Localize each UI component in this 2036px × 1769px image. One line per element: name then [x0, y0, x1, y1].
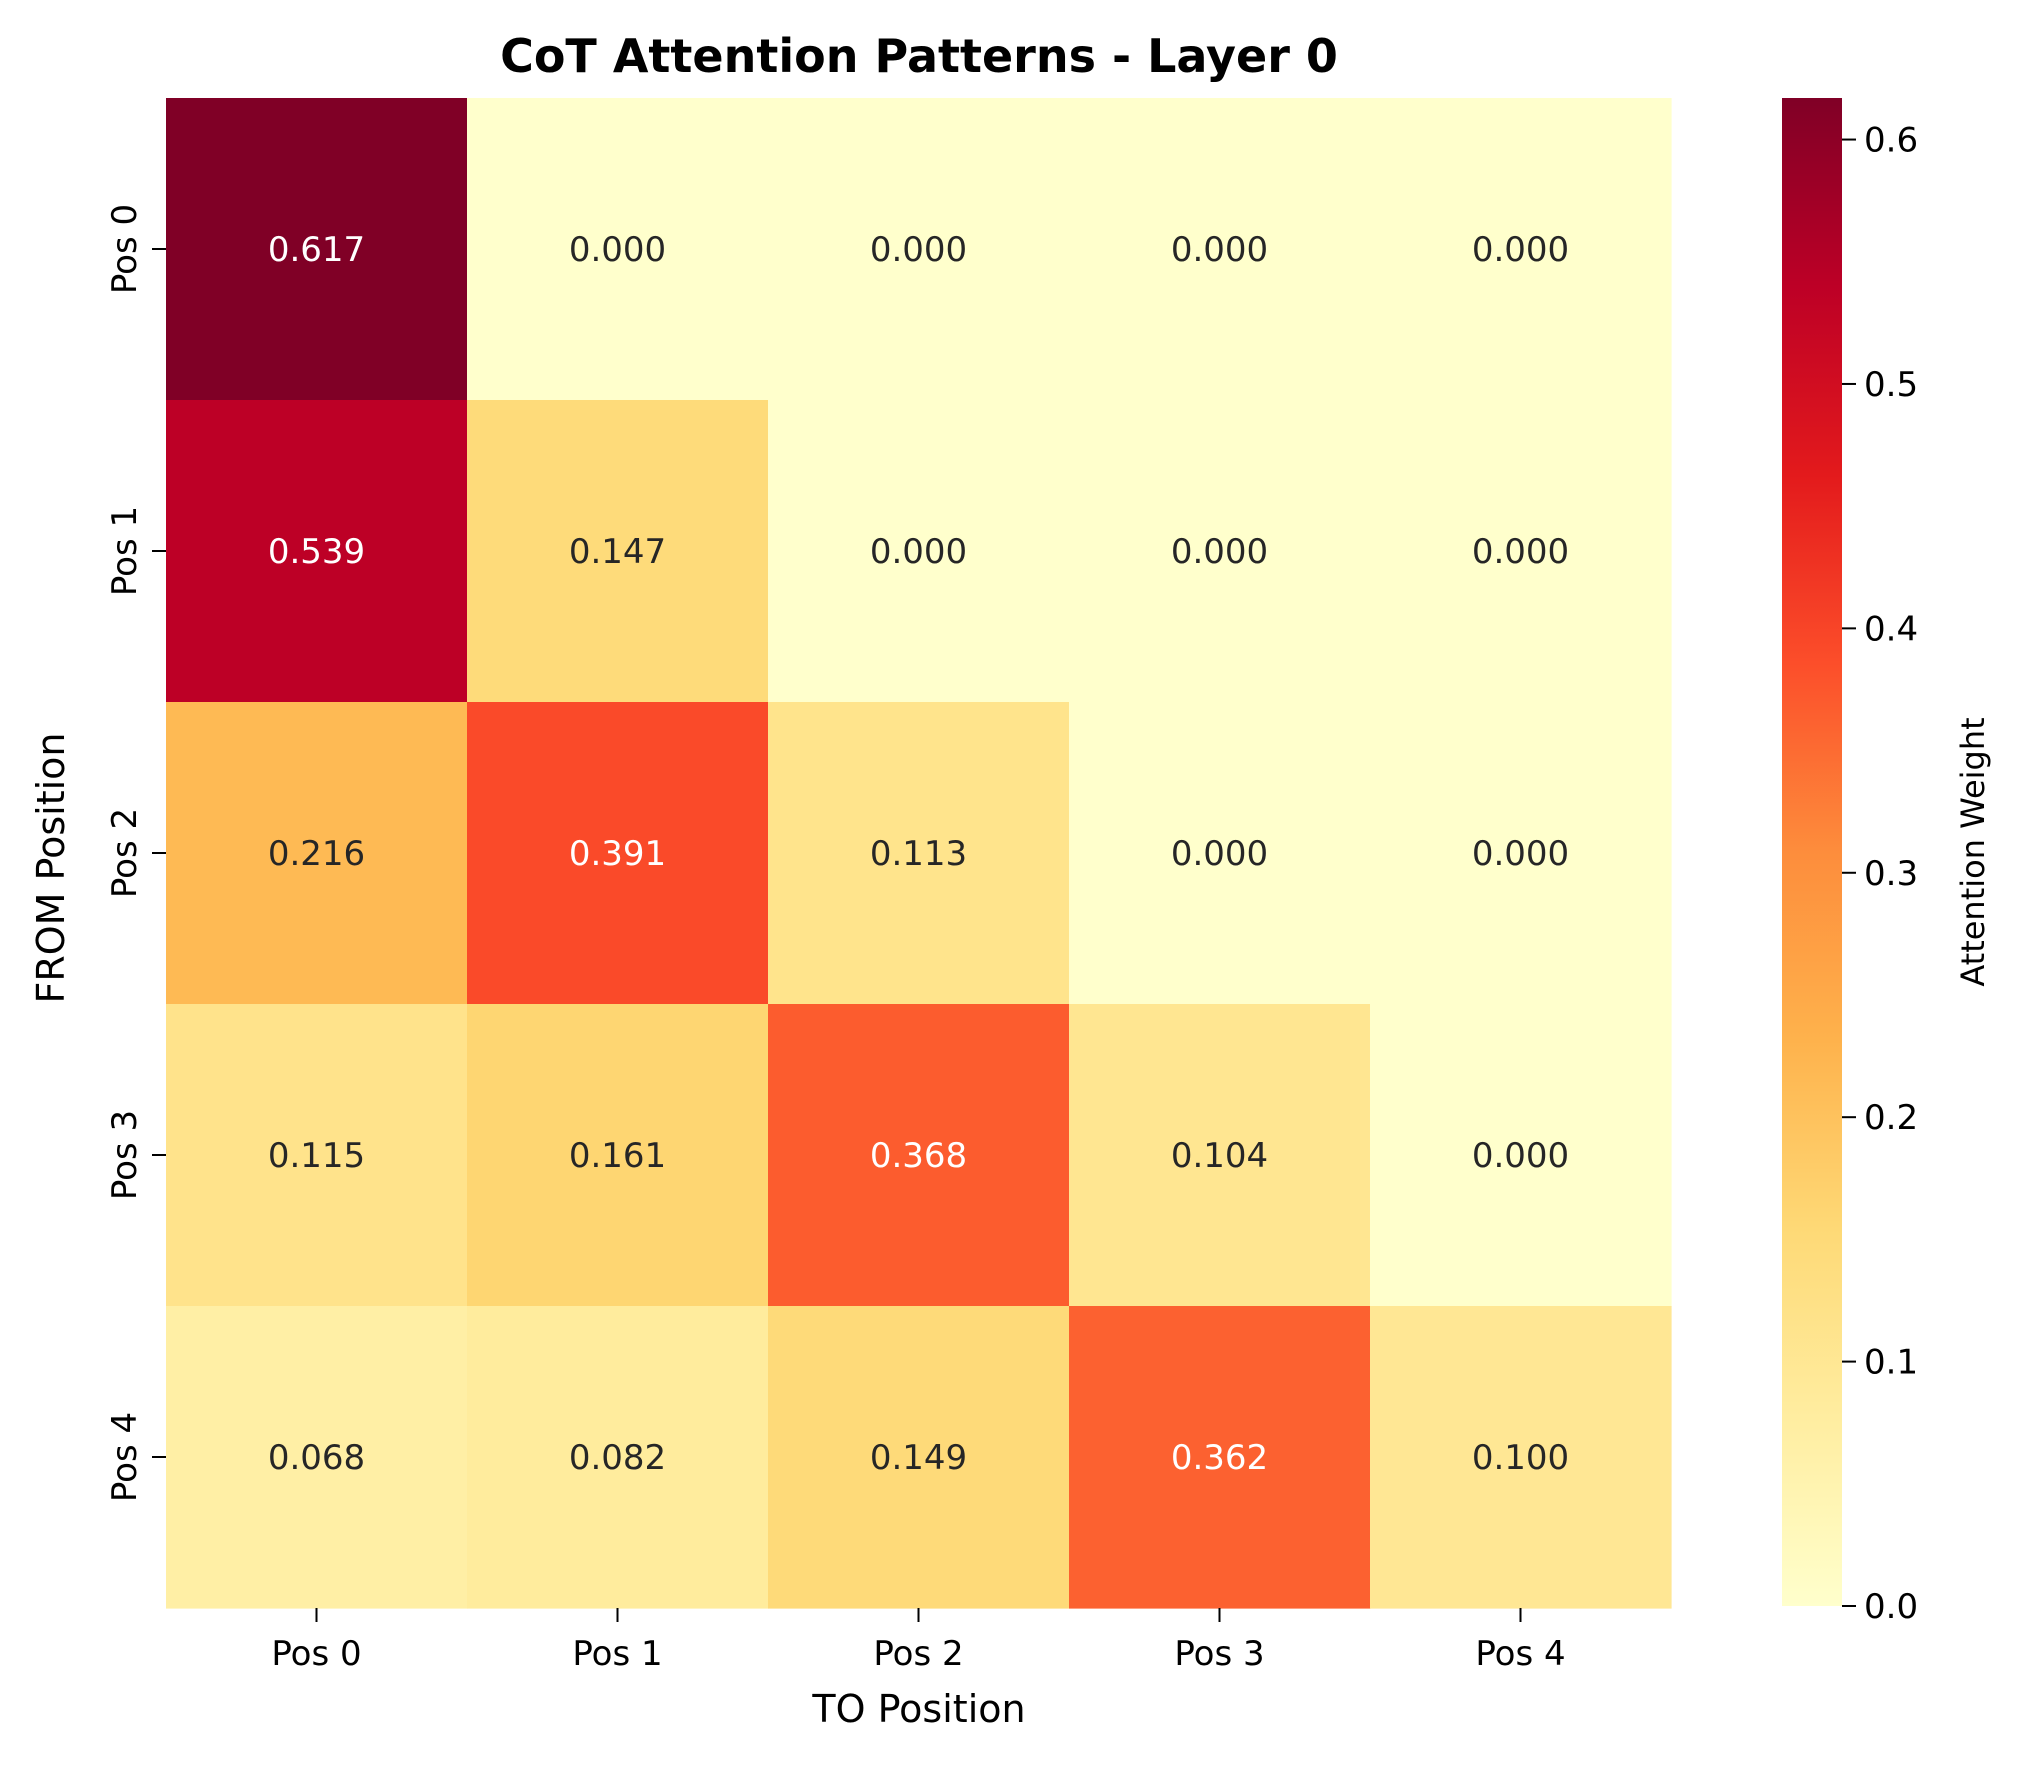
heatmap-cell	[1069, 1004, 1371, 1307]
heatmap-cell	[768, 702, 1070, 1005]
colorbar-tick-label: 0.5	[1864, 365, 1918, 405]
heatmap-cell	[1069, 400, 1371, 703]
heatmap-cell	[1370, 702, 1672, 1005]
colorbar-tick-label: 0.2	[1864, 1098, 1918, 1138]
cell-value-label: 0.149	[870, 1438, 967, 1478]
heatmap-cell	[1370, 400, 1672, 703]
heatmap-cell	[166, 400, 468, 703]
colorbar-tick-label: 0.1	[1864, 1343, 1918, 1383]
cell-value-label: 0.000	[1472, 834, 1569, 874]
colorbar-tick-label: 0.0	[1864, 1587, 1918, 1627]
heatmap-cell	[1370, 1004, 1672, 1307]
cell-value-label: 0.100	[1472, 1438, 1569, 1478]
chart-title: CoT Attention Patterns - Layer 0	[500, 29, 1338, 83]
heatmap-cell	[1069, 702, 1371, 1005]
cell-value-label: 0.000	[569, 230, 666, 270]
heatmap-cell	[467, 400, 769, 703]
cell-value-label: 0.115	[268, 1136, 365, 1176]
cell-value-label: 0.000	[1171, 230, 1268, 270]
heatmap-cell	[1370, 98, 1672, 401]
heatmap-cell	[1069, 98, 1371, 401]
heatmap-cell	[768, 400, 1070, 703]
x-tick-label: Pos 2	[873, 1634, 963, 1674]
cell-value-label: 0.368	[870, 1136, 967, 1176]
heatmap-cell	[467, 98, 769, 401]
cell-value-label: 0.000	[1171, 532, 1268, 572]
heatmap-cell	[467, 1306, 769, 1609]
y-tick-label: Pos 4	[105, 1412, 145, 1502]
cell-value-label: 0.000	[870, 532, 967, 572]
y-tick-label: Pos 0	[105, 204, 145, 294]
cell-value-label: 0.000	[1472, 532, 1569, 572]
heatmap-cells: 0.617 0.000 0.000 0.000 0.000 0.539 0.147 0.000…	[166, 98, 1672, 1609]
heatmap-cell	[467, 1004, 769, 1307]
colorbar-gradient	[1782, 98, 1842, 1606]
x-axis: Pos 0 Pos 1 Pos 2 Pos 3 Pos 4	[271, 1608, 1566, 1674]
heatmap-cell	[166, 1004, 468, 1307]
cell-value-label: 0.362	[1171, 1438, 1268, 1478]
y-tick-label: Pos 1	[105, 506, 145, 596]
x-tick-label: Pos 1	[572, 1634, 662, 1674]
heatmap-cell	[768, 1306, 1070, 1609]
cell-value-label: 0.000	[1472, 1136, 1569, 1176]
cell-value-label: 0.147	[569, 532, 666, 572]
y-axis: Pos 0 Pos 1 Pos 2 Pos 3 Pos 4	[105, 204, 166, 1502]
cell-value-label: 0.068	[268, 1438, 365, 1478]
x-tick-label: Pos 3	[1174, 1634, 1264, 1674]
cell-value-label: 0.161	[569, 1136, 666, 1176]
colorbar-label: Attention Weight	[1954, 717, 1992, 986]
heatmap-cell	[1069, 1306, 1371, 1609]
colorbar-tick-label: 0.6	[1864, 121, 1918, 161]
y-axis-label: FROM Position	[29, 733, 73, 1004]
heatmap-cell	[1370, 1306, 1672, 1609]
cell-value-label: 0.539	[268, 532, 365, 572]
heatmap-cell	[467, 702, 769, 1005]
colorbar-tick-label: 0.3	[1864, 854, 1918, 894]
heatmap-cell	[166, 1306, 468, 1609]
cell-value-label: 0.216	[268, 834, 365, 874]
heatmap-cell	[768, 1004, 1070, 1307]
cell-value-label: 0.000	[870, 230, 967, 270]
x-axis-label: TO Position	[811, 1687, 1025, 1731]
heatmap-cell	[166, 98, 468, 401]
cell-value-label: 0.082	[569, 1438, 666, 1478]
y-tick-label: Pos 2	[105, 808, 145, 898]
cell-value-label: 0.000	[1472, 230, 1569, 270]
colorbar-ticks: 0.0 0.1 0.2 0.3 0.4 0.5 0.6	[1842, 121, 1918, 1627]
heatmap-cell	[166, 702, 468, 1005]
cell-value-label: 0.104	[1171, 1136, 1268, 1176]
y-tick-label: Pos 3	[105, 1110, 145, 1200]
colorbar-tick-label: 0.4	[1864, 609, 1918, 649]
heatmap-cell	[768, 98, 1070, 401]
cell-value-label: 0.391	[569, 834, 666, 874]
cell-value-label: 0.113	[870, 834, 967, 874]
colorbar: 0.0 0.1 0.2 0.3 0.4 0.5 0.6 Attention Weight	[1782, 98, 1992, 1627]
x-tick-label: Pos 4	[1475, 1634, 1565, 1674]
cell-value-label: 0.000	[1171, 834, 1268, 874]
cell-value-label: 0.617	[268, 230, 365, 270]
x-tick-label: Pos 0	[271, 1634, 361, 1674]
